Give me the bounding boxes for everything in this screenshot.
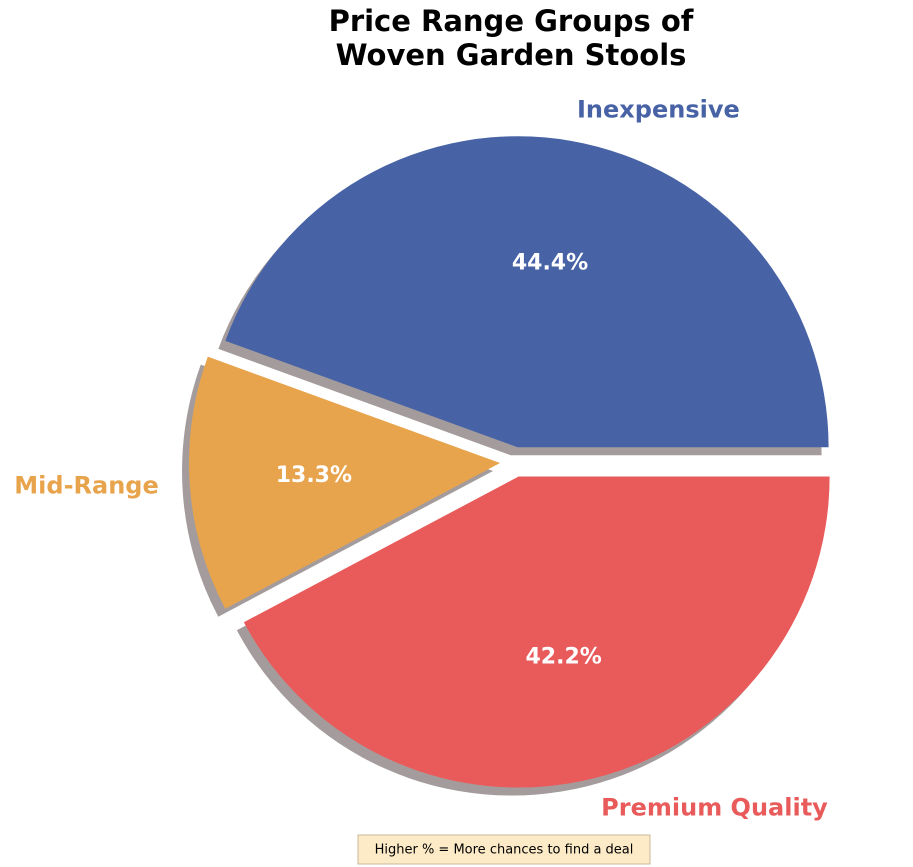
- category-label: Inexpensive: [577, 95, 740, 123]
- annotation: Higher % = More chances to find a deal: [375, 843, 634, 858]
- wedge: [189, 356, 501, 609]
- value-label: 44.4%: [512, 250, 588, 275]
- annotation-box: [357, 834, 651, 865]
- category-label: Premium Quality: [601, 794, 828, 822]
- category-label: Mid-Range: [14, 472, 158, 500]
- value-label: 42.2%: [525, 645, 601, 670]
- chart-title: Price Range Groups of Woven Garden Stools: [329, 4, 694, 72]
- wedge: [225, 136, 829, 448]
- wedges: [189, 136, 830, 788]
- wedge: [243, 476, 830, 788]
- value-label: 13.3%: [276, 463, 352, 488]
